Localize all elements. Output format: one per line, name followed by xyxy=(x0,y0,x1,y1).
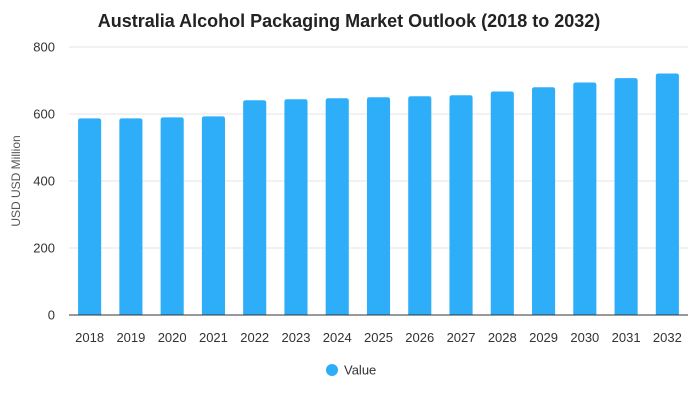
y-tick-label: 400 xyxy=(33,174,55,189)
x-tick-label: 2032 xyxy=(653,330,682,345)
x-tick-label: 2018 xyxy=(75,330,104,345)
bar-2020[interactable] xyxy=(160,117,184,315)
x-tick-label: 2020 xyxy=(158,330,187,345)
x-tick-label: 2025 xyxy=(364,330,393,345)
y-axis-title: USD USD Million xyxy=(9,135,23,226)
x-tick-label: 2028 xyxy=(488,330,517,345)
x-tick-label: 2019 xyxy=(116,330,145,345)
y-tick-label: 800 xyxy=(33,40,55,55)
x-axis: 2018 2019 2020 2021 2022 2023 2024 2025 2026 2027… xyxy=(69,314,688,345)
legend-label-value: Value xyxy=(344,363,376,378)
bar-2023[interactable] xyxy=(284,99,308,315)
x-tick-label: 2027 xyxy=(447,330,476,345)
x-tick-label: 2030 xyxy=(570,330,599,345)
y-axis: 0 200 400 600 800 xyxy=(33,40,55,323)
bar-2025[interactable] xyxy=(366,97,391,315)
legend[interactable]: Value xyxy=(326,363,376,378)
bar-2027[interactable] xyxy=(449,95,473,316)
bar-2026[interactable] xyxy=(408,96,432,316)
x-tick-label: 2022 xyxy=(240,330,269,345)
y-tick-label: 200 xyxy=(33,241,55,256)
bar-2032[interactable] xyxy=(655,73,679,315)
bars xyxy=(78,73,679,316)
y-tick-label: 0 xyxy=(48,308,55,323)
bar-2022[interactable] xyxy=(243,100,267,315)
chart-title: Australia Alcohol Packaging Market Outlo… xyxy=(98,11,600,31)
x-tick-label: 2026 xyxy=(405,330,434,345)
x-tick-label: 2029 xyxy=(529,330,558,345)
legend-swatch-value xyxy=(326,364,338,376)
bar-2019[interactable] xyxy=(119,118,143,315)
x-tick-label: 2021 xyxy=(199,330,228,345)
x-tick-label: 2031 xyxy=(612,330,641,345)
bar-2024[interactable] xyxy=(325,98,349,315)
bar-2030[interactable] xyxy=(573,82,597,315)
y-tick-label: 600 xyxy=(33,107,55,122)
x-tick-label: 2024 xyxy=(323,330,352,345)
x-tick-label: 2023 xyxy=(282,330,311,345)
bar-2031[interactable] xyxy=(614,78,638,315)
bar-2028[interactable] xyxy=(490,91,514,316)
bar-2018[interactable] xyxy=(78,118,102,315)
bar-2029[interactable] xyxy=(532,87,556,315)
bar-2021[interactable] xyxy=(201,116,225,315)
